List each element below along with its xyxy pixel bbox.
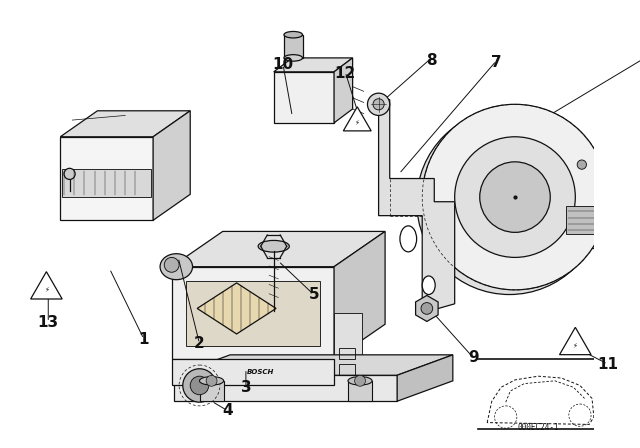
- Text: 5: 5: [308, 287, 319, 302]
- Ellipse shape: [160, 254, 193, 280]
- Text: 8: 8: [426, 53, 436, 68]
- Text: 000EC24-1: 000EC24-1: [517, 423, 559, 432]
- Ellipse shape: [422, 276, 435, 294]
- Polygon shape: [397, 355, 453, 401]
- Circle shape: [183, 369, 216, 402]
- Polygon shape: [31, 271, 62, 299]
- Circle shape: [64, 168, 75, 180]
- Text: 7: 7: [491, 55, 502, 70]
- Text: ⚡: ⚡: [573, 343, 578, 349]
- Ellipse shape: [400, 226, 417, 252]
- Polygon shape: [334, 232, 385, 359]
- Bar: [60, 137, 153, 220]
- Bar: [172, 359, 334, 385]
- Text: ⚡: ⚡: [44, 287, 49, 293]
- Circle shape: [454, 137, 575, 258]
- Bar: [274, 72, 334, 123]
- Bar: [334, 313, 362, 385]
- Polygon shape: [60, 111, 190, 137]
- Ellipse shape: [258, 241, 289, 252]
- Circle shape: [417, 109, 602, 294]
- Text: 13: 13: [38, 315, 59, 330]
- Circle shape: [422, 104, 608, 290]
- Bar: [348, 381, 372, 401]
- Circle shape: [480, 162, 550, 233]
- Text: ⚡: ⚡: [355, 120, 360, 126]
- Polygon shape: [172, 232, 385, 267]
- Bar: [339, 364, 355, 375]
- Circle shape: [355, 375, 365, 386]
- Text: BOSCH: BOSCH: [247, 370, 275, 375]
- Bar: [284, 34, 303, 58]
- Text: 4: 4: [222, 403, 233, 418]
- Circle shape: [367, 93, 390, 116]
- Ellipse shape: [348, 377, 372, 385]
- Circle shape: [164, 258, 179, 272]
- Circle shape: [421, 302, 433, 314]
- Polygon shape: [566, 151, 598, 248]
- Polygon shape: [153, 111, 190, 220]
- Polygon shape: [175, 355, 453, 375]
- Polygon shape: [274, 58, 353, 72]
- Bar: [200, 381, 223, 401]
- Polygon shape: [559, 327, 591, 355]
- Bar: [172, 267, 334, 359]
- Bar: [62, 169, 151, 197]
- Ellipse shape: [284, 31, 303, 38]
- Text: 10: 10: [273, 57, 294, 72]
- Circle shape: [577, 160, 586, 169]
- Bar: [339, 349, 355, 359]
- Ellipse shape: [200, 377, 223, 385]
- Text: 11: 11: [597, 357, 618, 372]
- Ellipse shape: [284, 55, 303, 61]
- Polygon shape: [343, 107, 371, 131]
- Bar: [175, 375, 397, 401]
- Polygon shape: [379, 99, 454, 313]
- Circle shape: [190, 376, 209, 395]
- Circle shape: [206, 375, 217, 386]
- Text: 2: 2: [194, 336, 205, 351]
- Polygon shape: [415, 295, 438, 321]
- Polygon shape: [334, 58, 353, 123]
- Bar: [186, 280, 320, 345]
- Circle shape: [373, 99, 384, 110]
- Text: 3: 3: [241, 380, 252, 395]
- Text: 1: 1: [139, 332, 149, 347]
- Bar: [566, 207, 598, 234]
- Text: 12: 12: [335, 66, 356, 81]
- Polygon shape: [197, 283, 276, 334]
- Text: 9: 9: [468, 350, 479, 365]
